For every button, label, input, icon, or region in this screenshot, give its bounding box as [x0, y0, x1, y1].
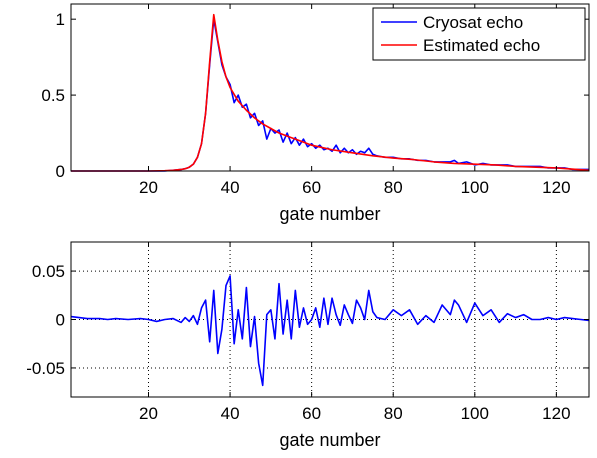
- legend-box: [372, 7, 586, 61]
- axes-box: [70, 3, 590, 172]
- y-tick-label: 0.05: [32, 262, 65, 281]
- legend-entry-label: Cryosat echo: [423, 13, 523, 32]
- x-tick-label: 80: [384, 178, 403, 197]
- x-tick-label: 40: [221, 404, 240, 423]
- y-tick-label: 0: [56, 162, 65, 181]
- series-line-estimated-echo: [71, 13, 590, 172]
- x-tick-label: 80: [384, 404, 403, 423]
- x-axis-label: gate number: [279, 204, 380, 224]
- legend-entry-label: Estimated echo: [423, 36, 540, 55]
- x-tick-label: 40: [221, 178, 240, 197]
- x-tick-label: 20: [139, 178, 158, 197]
- y-tick-label: -0.05: [26, 359, 65, 378]
- x-axis-label: gate number: [279, 430, 380, 450]
- x-tick-label: 100: [461, 404, 489, 423]
- chart-panel-1: 20 40 60 80 100 120 0 0.5 1 gate number Cryosat ec…: [41, 3, 590, 224]
- x-tick-label: 60: [302, 404, 321, 423]
- x-tick-label: 20: [139, 404, 158, 423]
- y-tick-label: 0.5: [41, 86, 65, 105]
- series-line-1: [70, 275, 590, 387]
- x-tick-label: 100: [461, 178, 489, 197]
- x-tick-label: 120: [542, 404, 570, 423]
- chart-panel-2: 20 40 60 80 100 120 -0.05 0 0.05 gate number: [26, 241, 590, 450]
- x-tick-label: 120: [542, 178, 570, 197]
- x-tick-label: 60: [302, 178, 321, 197]
- legend: Cryosat echo Estimated echo: [372, 7, 586, 61]
- y-tick-label: 1: [56, 10, 65, 29]
- y-tick-label: 0: [56, 311, 65, 330]
